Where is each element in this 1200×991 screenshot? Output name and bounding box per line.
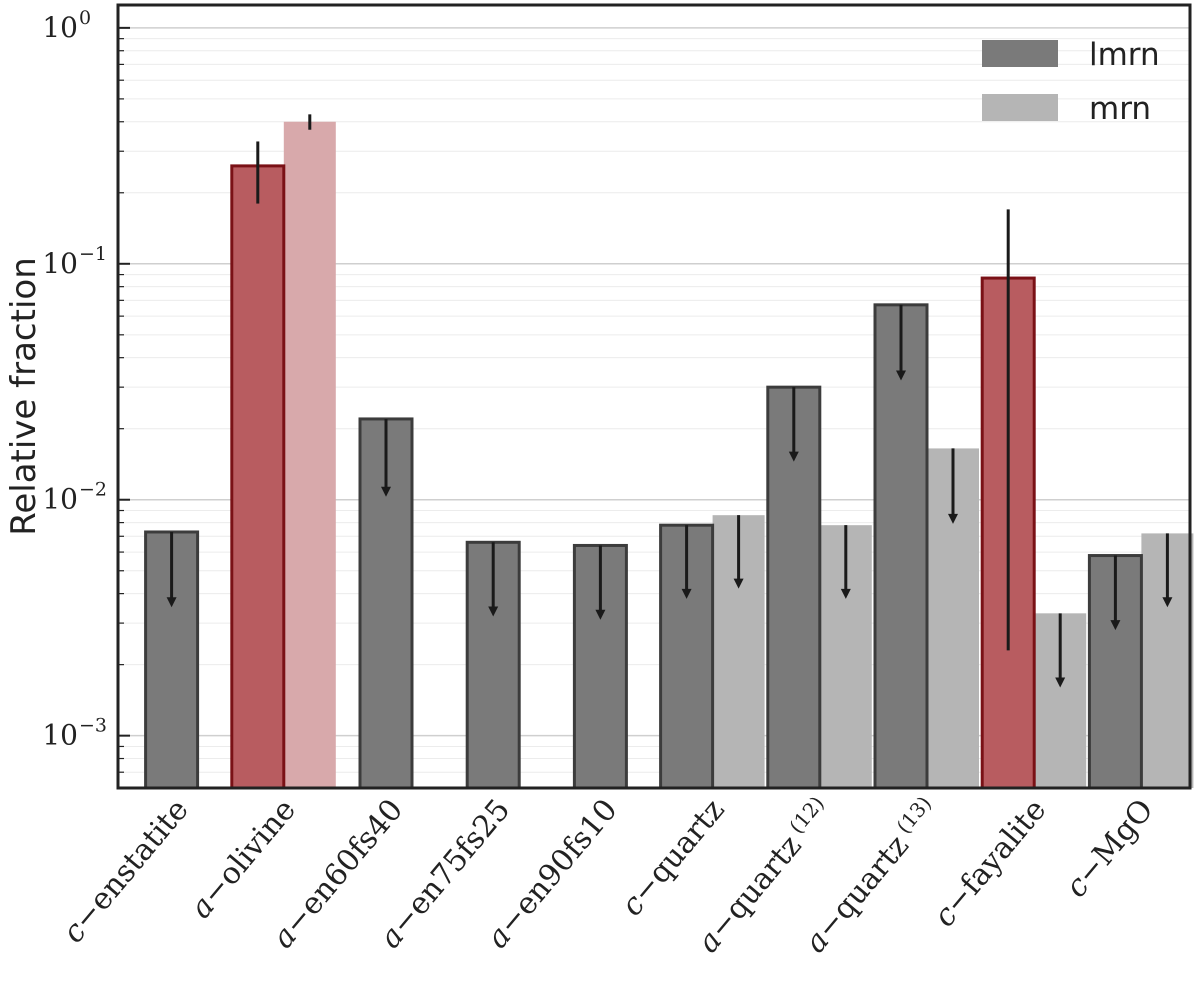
- upper-limit-arrow-lmrn-head: [788, 451, 799, 462]
- bar-mrn: [283, 121, 336, 789]
- legend-label: mrn: [1089, 91, 1151, 127]
- bar-lmrn: [230, 164, 286, 790]
- x-tick-label-name: en90fs10: [508, 793, 625, 923]
- upper-limit-arrow-lmrn-head: [381, 486, 391, 497]
- x-tick-label-name: quartz: [826, 829, 916, 927]
- x-tick-label-name: olivine: [211, 793, 303, 893]
- upper-limit-arrow-mrn-head: [840, 588, 851, 599]
- legend-swatch: [982, 94, 1058, 121]
- upper-limit-arrow-mrn-head: [948, 513, 958, 524]
- upper-limit-arrow-mrn-head: [1162, 597, 1173, 608]
- x-tick-labels: c−enstatitea−olivinea−en60fs40a−en75fs25…: [56, 791, 1161, 959]
- x-tick-label-name: quartz: [718, 829, 808, 927]
- upper-limit-arrow-mrn-head: [733, 578, 744, 589]
- x-tick-label-superscript: (13): [891, 791, 936, 838]
- upper-limit-arrow-mrn-head: [1055, 677, 1066, 688]
- x-tick-label: c−MgO: [1059, 793, 1161, 905]
- upper-limit-arrow-lmrn-head: [896, 370, 906, 381]
- x-tick-label-name: fayalite: [954, 793, 1053, 902]
- y-tick-label: 10: [42, 719, 78, 752]
- x-tick-label: c−quartz: [615, 793, 732, 923]
- x-tick-label-name: MgO: [1086, 793, 1161, 873]
- upper-limit-arrow-lmrn-head: [595, 609, 606, 620]
- x-tick-label-name: en75fs25: [401, 793, 518, 923]
- upper-limit-arrow-lmrn-head: [681, 588, 692, 599]
- bars: [144, 121, 1194, 790]
- upper-limit-arrow-lmrn-head: [1110, 620, 1121, 631]
- x-tick-label: c−fayalite: [927, 793, 1053, 934]
- x-tick-label: a−olivine: [184, 793, 303, 926]
- legend-label: lmrn: [1089, 37, 1160, 73]
- y-tick-exponent: −1: [79, 243, 107, 265]
- x-tick-label-name: quartz: [642, 793, 732, 891]
- legend: lmrn mrn: [982, 37, 1160, 127]
- upper-limit-arrow-lmrn-head: [166, 597, 177, 608]
- y-tick-label: 10: [42, 247, 78, 280]
- plot-frame: [116, 3, 1192, 790]
- x-tick-label-name: en60fs40: [293, 793, 410, 923]
- legend-swatch: [982, 40, 1058, 67]
- upper-limit-arrow-lmrn-head: [488, 606, 499, 617]
- y-tick-exponent: −2: [79, 479, 107, 501]
- y-axis-label: Relative fraction: [4, 257, 44, 536]
- y-tick-exponent: 0: [79, 7, 91, 29]
- x-tick-label-name: enstatite: [83, 793, 196, 918]
- y-tick-label: 10: [42, 11, 78, 44]
- y-tick-label: 10: [42, 483, 78, 516]
- x-tick-label-superscript: (12): [784, 791, 829, 838]
- y-tick-exponent: −3: [79, 715, 107, 737]
- error-bars: [166, 114, 1173, 688]
- x-tick-label: c−enstatite: [56, 793, 196, 950]
